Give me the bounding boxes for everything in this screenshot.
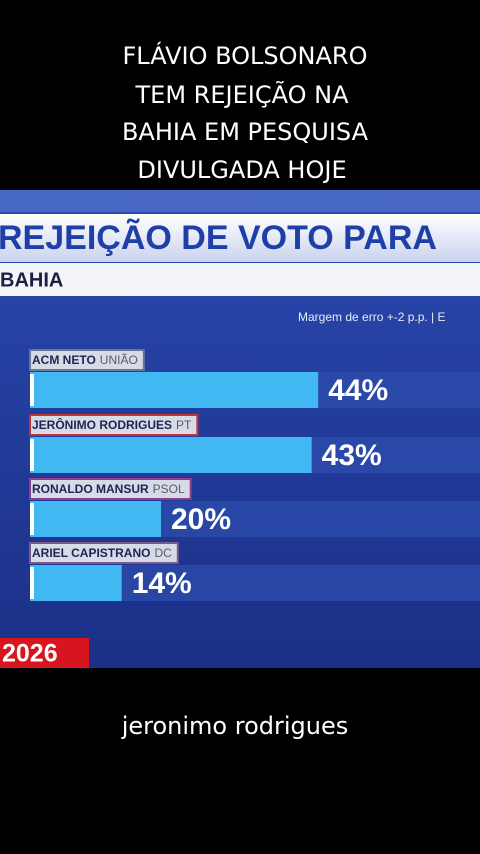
caption-line: TEM REJEIÇÃO NA xyxy=(135,79,350,109)
year: 2026 xyxy=(2,640,58,668)
name-plate xyxy=(29,349,145,371)
value-label: 43% xyxy=(322,439,382,472)
bar xyxy=(30,372,319,408)
party-label: PT xyxy=(176,418,192,432)
bar-edge xyxy=(30,503,34,535)
value-label: 20% xyxy=(171,503,231,536)
bar-edge xyxy=(30,374,34,406)
caption-line: DIVULGADA HOJE xyxy=(137,156,346,184)
name-plate xyxy=(29,478,192,500)
subtitle-bar xyxy=(0,263,480,296)
caption-line: BAHIA EM PESQUISA xyxy=(122,118,369,146)
name-plate xyxy=(29,414,199,436)
bar-edge xyxy=(30,567,34,599)
category-label: JERÔNIMO RODRIGUES xyxy=(32,417,172,432)
party-label: PSOL xyxy=(153,482,185,496)
category-label: RONALDO MANSUR xyxy=(32,482,149,496)
value-label: 44% xyxy=(328,374,388,407)
bar xyxy=(30,501,161,537)
chart-title: REJEIÇÃO DE VOTO PARA xyxy=(0,219,437,257)
bar xyxy=(30,565,122,601)
party-label: UNIÃO xyxy=(100,353,138,367)
bar-edge xyxy=(30,439,34,471)
category-label: ACM NETO xyxy=(32,353,96,367)
caption-line: FLÁVIO BOLSONARO xyxy=(123,41,368,70)
year-box xyxy=(0,638,89,668)
value-label: 14% xyxy=(132,567,192,600)
note: Margem de erro +-2 p.p. | E xyxy=(298,310,446,324)
name-plate xyxy=(29,542,179,564)
bars: 44% ACM NETO UNIÃO 43% JERÔNIMO RODRIGUES PT 2… xyxy=(29,349,480,601)
party-label: DC xyxy=(154,546,172,560)
category-label: ARIEL CAPISTRANO xyxy=(32,546,150,560)
title-bar xyxy=(0,214,480,262)
chart-subtitle: BAHIA xyxy=(0,269,63,291)
bar xyxy=(30,437,312,473)
top-strip xyxy=(0,190,480,212)
footer-caption: jeronimo rodrigues xyxy=(121,712,349,740)
